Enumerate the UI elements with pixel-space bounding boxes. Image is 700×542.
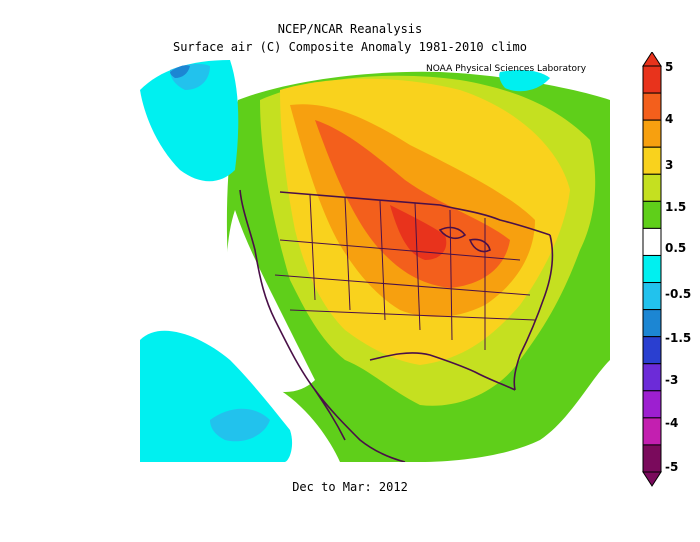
colorbar-cell [642,146,662,175]
colorbar-label: -5 [665,460,679,474]
colorbar-cell [642,173,662,202]
period-label: Dec to Mar: 2012 [292,480,408,494]
gulf-coast [369,352,516,391]
anomaly-band-cyan-nw [140,60,239,182]
anomaly-band-red [390,205,447,260]
colorbar-top-arrow [642,52,662,67]
colorbar-label: 5 [665,60,674,74]
state-line [449,209,453,341]
boundaries [239,189,554,462]
colorbar-cell [642,309,662,338]
anomaly-band-cyan-north [499,70,550,92]
state-line [344,197,351,311]
east-coast [513,234,554,391]
state-lines [274,194,536,350]
anomaly-band-darkorange [315,120,510,288]
map-subtitle: Surface air (C) Composite Anomaly 1981-2… [172,40,527,54]
colorbar-label: -0.5 [665,287,692,301]
colorbar-cell [642,282,662,311]
state-line [289,309,536,321]
colorbar-cell [642,65,662,94]
colorbar-label: 4 [665,112,674,126]
colorbar-cell [642,254,662,284]
colorbar-label: 0.5 [665,241,687,255]
colorbar-cell [642,119,662,148]
credit-label: NOAA Physical Sciences Laboratory [426,64,587,74]
anomaly-band-darkblue-nw [170,65,190,78]
state-line [379,200,386,321]
colorbar-label: 1.5 [665,200,687,214]
colorbar-label: 3 [665,158,674,172]
map-title: NCEP/NCAR Reanalysis [277,22,423,36]
colorbar-cell [642,390,662,419]
state-line [309,194,316,301]
state-line [274,274,531,296]
colorbar-cell [642,336,662,365]
colorbar [642,52,662,487]
colorbar-cell [642,363,662,392]
colorbar-cell [642,92,662,121]
colorbar-cell [642,417,662,446]
anomaly-map [140,60,610,462]
mexico-outline [314,389,406,462]
great-lakes [438,226,491,253]
colorbar-cell [642,227,662,256]
anomaly-band-neutral-west [226,210,315,392]
colorbar-label: -4 [665,416,679,430]
colorbar-cell [642,444,662,473]
west-coast [239,189,346,441]
colorbar-cells [642,52,662,487]
colorbar-bottom-arrow [642,471,662,487]
state-line [279,239,521,261]
colorbar-label: -1.5 [665,331,692,345]
colorbar-label: -3 [665,373,679,387]
state-line [414,202,421,331]
anomaly-band-blue-sw [210,408,270,442]
us-canada-border [279,191,551,236]
colorbar-cell [642,200,662,229]
